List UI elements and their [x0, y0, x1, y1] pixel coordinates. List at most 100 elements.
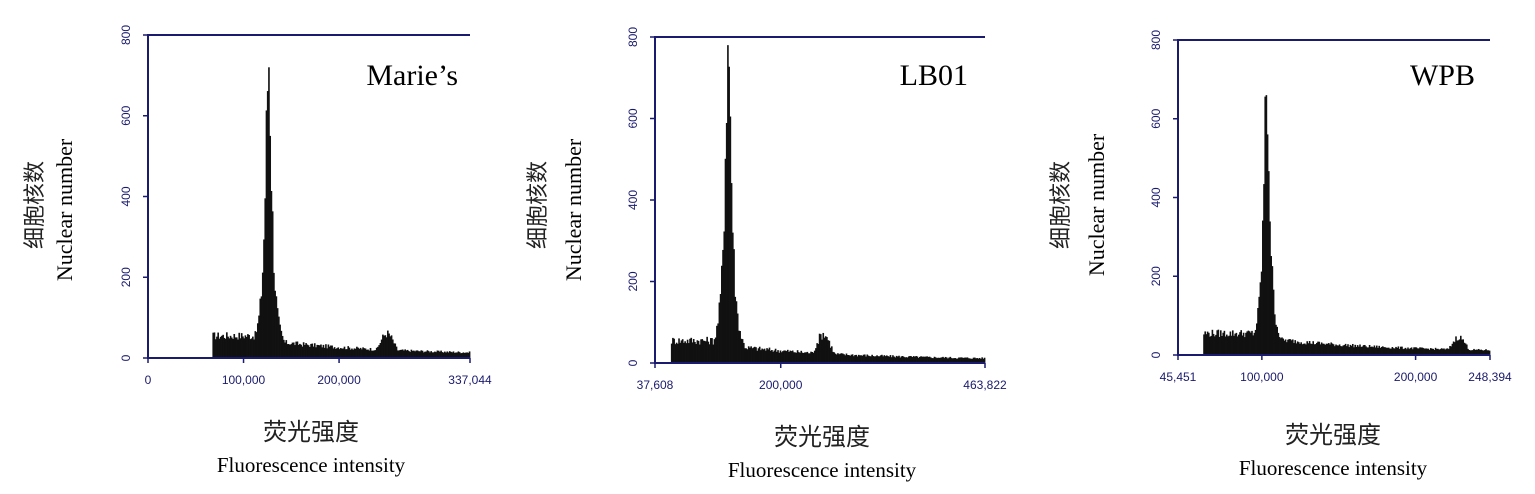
histogram-bar: [1346, 346, 1348, 355]
x-tick-label: 100,000: [1240, 370, 1284, 384]
histogram-bar: [242, 336, 244, 358]
histogram-bar: [1475, 349, 1478, 355]
histogram-bar: [829, 347, 832, 363]
histogram-bar: [1226, 334, 1228, 355]
histogram-bar: [409, 351, 411, 358]
histogram-bar: [1395, 346, 1397, 355]
histogram-bar: [855, 354, 858, 363]
histogram-bar: [928, 356, 931, 363]
histogram-bar: [1244, 337, 1246, 355]
histogram-bar: [876, 355, 878, 363]
histogram-bar: [842, 353, 844, 363]
histogram-bar: [455, 352, 457, 358]
histogram-bar: [1487, 350, 1490, 355]
histogram-bar: [1263, 184, 1265, 355]
histogram-bar: [749, 347, 751, 363]
histogram-bar: [320, 344, 322, 358]
histogram-bar: [421, 350, 424, 358]
histogram-bar: [1386, 347, 1389, 355]
histogram-bar: [354, 348, 357, 358]
histogram-bar: [1205, 334, 1208, 355]
histogram-bar: [295, 341, 298, 358]
histogram-bar: [868, 356, 871, 363]
histogram-bar: [250, 338, 253, 358]
histogram-bar: [1262, 220, 1264, 355]
histogram-bar: [408, 350, 410, 358]
histogram-bar: [1250, 332, 1252, 355]
histogram-bar: [949, 356, 952, 363]
histogram-bar: [1442, 348, 1444, 355]
histogram-bar: [296, 341, 299, 358]
histogram-bar: [268, 67, 270, 359]
histogram-bar: [1323, 343, 1325, 355]
histogram-bar: [959, 357, 961, 363]
histogram-bar: [1280, 338, 1282, 355]
histogram-bar: [763, 348, 766, 363]
histogram-bar: [447, 352, 450, 358]
histogram-bar: [898, 355, 900, 363]
histogram-bar: [247, 334, 249, 358]
histogram-bar: [442, 352, 445, 358]
histogram-bar: [805, 352, 807, 363]
histogram-bar: [466, 352, 468, 358]
plot-frame: [654, 36, 985, 364]
histogram-bar: [404, 349, 406, 358]
histogram-bar: [961, 357, 964, 363]
histogram-bar: [223, 337, 226, 358]
histogram-bar: [969, 358, 971, 363]
histogram-bar: [401, 349, 404, 358]
histogram-bar: [757, 348, 760, 363]
histogram-bar: [826, 337, 828, 363]
histogram-bar: [856, 356, 859, 363]
histogram-bar: [380, 339, 383, 358]
histogram-bar: [937, 357, 939, 363]
histogram-bar: [1382, 346, 1384, 355]
histogram-bar: [382, 334, 384, 358]
histogram-bar: [1433, 349, 1436, 355]
histogram-bar: [254, 331, 257, 358]
histogram-bar: [369, 347, 372, 358]
histogram-bar: [697, 340, 700, 363]
histogram-bar: [373, 350, 376, 358]
histogram-bar: [974, 357, 976, 363]
histogram-bar: [1473, 348, 1475, 355]
histogram-bar: [780, 352, 783, 363]
histogram-bar: [1479, 349, 1481, 355]
histogram-bar: [725, 122, 728, 363]
histogram-bar: [789, 350, 792, 363]
histogram-bar: [958, 357, 960, 363]
histogram-bar: [788, 351, 790, 363]
y-tick-label: 800: [626, 27, 640, 47]
histogram-bar: [297, 344, 300, 358]
y-label: Nuclear number: [561, 138, 586, 281]
histogram-bar: [275, 296, 278, 358]
histogram-bar: [834, 353, 837, 363]
histogram-bar: [1409, 348, 1412, 355]
histogram-bar: [717, 323, 719, 363]
histogram-bar: [908, 356, 910, 363]
histogram-bar: [313, 343, 316, 358]
histogram-bar: [435, 352, 437, 358]
histogram-bar: [744, 348, 746, 363]
histogram-bar: [1335, 344, 1337, 355]
histogram-bar: [729, 116, 732, 364]
histogram-bar: [1337, 345, 1340, 355]
histogram-bar: [790, 351, 793, 363]
histogram-bar: [344, 349, 347, 358]
histogram-bar: [1463, 342, 1466, 355]
histogram-bar: [1367, 347, 1370, 355]
histogram-bar: [906, 357, 909, 363]
histogram-bar: [326, 348, 328, 358]
histogram-bar: [843, 354, 845, 363]
histogram-bar: [1466, 344, 1468, 355]
histogram-bar: [1218, 336, 1221, 355]
histogram-bar: [1308, 341, 1311, 355]
histogram-bar: [773, 350, 776, 363]
histogram-bar: [849, 355, 851, 363]
histogram-bar: [1304, 343, 1306, 355]
histogram-bar: [239, 338, 242, 358]
histogram-bar: [1272, 289, 1275, 355]
histogram-bar: [700, 339, 702, 363]
histogram-bar: [865, 356, 867, 363]
histogram-bar: [1402, 349, 1404, 355]
